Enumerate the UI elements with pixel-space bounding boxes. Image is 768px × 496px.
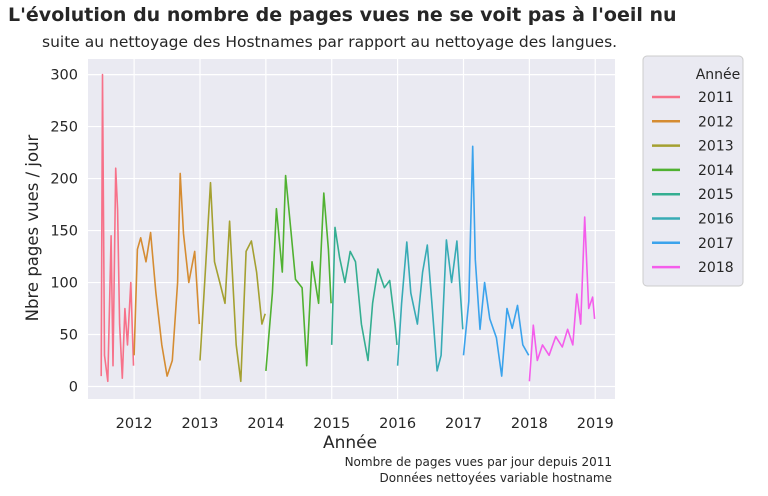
chart-title: L'évolution du nombre de pages vues ne s…: [8, 4, 677, 26]
legend-box: [642, 55, 744, 287]
series-line-2016: [396, 239, 464, 372]
y-axis-label: Nbre pages vues / jour: [23, 134, 42, 321]
y-tick-label: 50: [60, 328, 78, 344]
y-tick-labels: 0 50 100 150 200 250 300: [50, 68, 78, 396]
y-tick-label: 300: [50, 68, 78, 84]
x-tick-label: 2015: [313, 416, 350, 432]
legend-label-2014: 2014: [698, 163, 734, 179]
series-line-2012: [133, 172, 201, 377]
x-tick-label: 2017: [445, 416, 482, 432]
x-tick-label: 2018: [511, 416, 548, 432]
legend: Année 2011 2012 2013 2014 2015 2016 2017 2018: [642, 55, 744, 287]
legend-label-2017: 2017: [698, 236, 734, 252]
series-line-2013: [199, 181, 266, 383]
x-tick-label: 2019: [577, 416, 614, 432]
legend-title: Année: [696, 67, 741, 83]
y-tick-label: 100: [50, 276, 78, 292]
legend-label-2015: 2015: [698, 187, 734, 203]
plot-area: [88, 59, 615, 399]
y-tick-label: 250: [50, 120, 78, 136]
legend-label-2016: 2016: [698, 212, 734, 228]
y-tick-label: 200: [50, 172, 78, 188]
caption-line-1: Nombre de pages vues par jour depuis 201…: [344, 455, 612, 469]
legend-label-2013: 2013: [698, 139, 734, 155]
chart-subtitle: suite au nettoyage des Hostnames par rap…: [42, 33, 618, 51]
y-tick-label: 0: [69, 380, 78, 396]
x-tick-label: 2013: [182, 416, 219, 432]
x-axis-label: Année: [323, 433, 377, 453]
caption-line-2: Données nettoyées variable hostname: [379, 471, 612, 485]
x-tick-label: 2016: [379, 416, 416, 432]
x-tick-labels: 2012 2013 2014 2015 2016 2017 2018 2019: [116, 416, 614, 432]
series-line-2018: [528, 216, 596, 382]
series-lines: [100, 73, 596, 383]
legend-label-2011: 2011: [698, 90, 734, 106]
legend-label-2018: 2018: [698, 260, 734, 276]
series-line-2017: [462, 145, 530, 377]
series-line-2011: [100, 73, 135, 383]
y-tick-label: 150: [50, 224, 78, 240]
legend-label-2012: 2012: [698, 114, 734, 130]
x-tick-label: 2012: [116, 416, 153, 432]
x-tick-label: 2014: [247, 416, 284, 432]
series-line-2014: [265, 174, 332, 371]
series-line-2015: [330, 226, 398, 362]
